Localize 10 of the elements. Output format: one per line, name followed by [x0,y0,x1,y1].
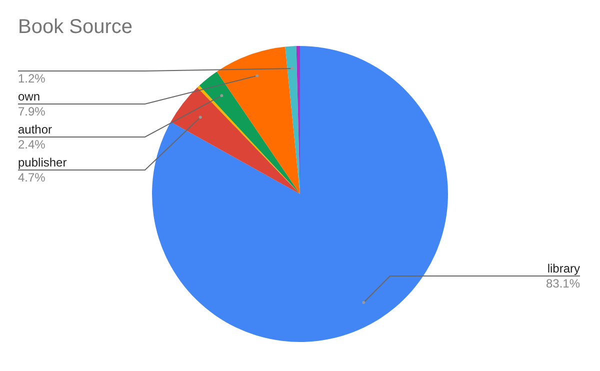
data-label: 4.7% [18,170,46,184]
slice-label: own [18,89,40,104]
slice-label: author [18,122,52,136]
data-label: 83.1% [546,276,580,290]
slice-label: library [547,261,580,276]
chart-title: Book Source [18,16,133,39]
slice-label: publisher [18,155,67,170]
data-label: 7.9% [18,104,46,118]
data-label: 2.4% [18,137,46,152]
data-label: 1.2% [18,71,46,86]
